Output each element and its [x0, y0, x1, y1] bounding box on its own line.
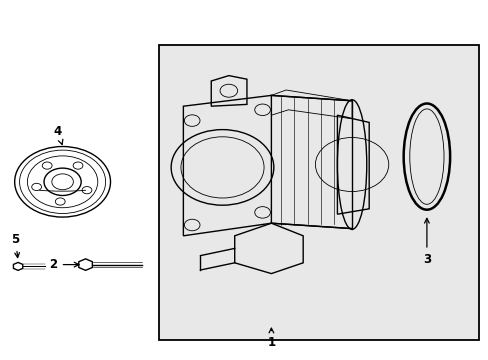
- Polygon shape: [13, 262, 23, 270]
- Polygon shape: [79, 259, 92, 270]
- Ellipse shape: [337, 100, 366, 229]
- Text: 3: 3: [422, 219, 430, 266]
- Text: 1: 1: [267, 328, 275, 349]
- Circle shape: [15, 147, 110, 217]
- Bar: [159, 45, 478, 340]
- Text: 2: 2: [49, 258, 79, 271]
- Text: 5: 5: [12, 233, 20, 257]
- Text: 4: 4: [54, 125, 63, 144]
